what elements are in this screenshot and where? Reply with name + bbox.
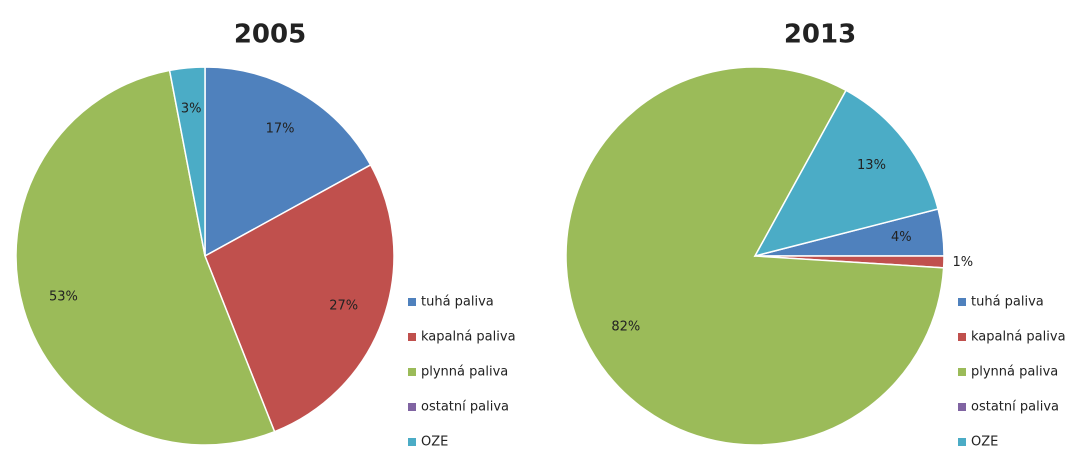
data-label: 4%	[891, 230, 912, 245]
legend-swatch	[408, 333, 416, 341]
legend-label: plynná paliva	[971, 365, 1058, 380]
legend-label: OZE	[421, 435, 448, 450]
legend-swatch	[958, 298, 966, 306]
legend-label: tuhá paliva	[971, 295, 1044, 310]
pie-slice	[753, 89, 939, 258]
legend-swatch	[958, 403, 966, 411]
legend-label: OZE	[971, 435, 998, 450]
legend-swatch	[958, 333, 966, 341]
data-label: 3%	[181, 102, 202, 117]
legend-swatch	[958, 368, 966, 376]
data-label: 82%	[611, 320, 640, 335]
legend-swatch	[408, 438, 416, 446]
legend-label: ostatní paliva	[971, 400, 1059, 415]
legend-label: kapalná paliva	[421, 330, 516, 345]
data-label: 13%	[857, 158, 886, 173]
data-label: 27%	[329, 298, 358, 313]
data-label: 17%	[266, 122, 295, 137]
pie-slice	[168, 66, 206, 257]
legend-label: tuhá paliva	[421, 295, 494, 310]
legend-label: kapalná paliva	[971, 330, 1066, 345]
legend-swatch	[408, 368, 416, 376]
data-label: 53%	[49, 290, 78, 305]
legend-label: plynná paliva	[421, 365, 508, 380]
legend-swatch	[408, 298, 416, 306]
chart-title: 2005	[234, 20, 306, 50]
legend-label: ostatní paliva	[421, 400, 509, 415]
chart-title: 2013	[784, 20, 856, 50]
pie-slice	[204, 163, 395, 433]
legend-swatch	[958, 438, 966, 446]
data-label: 1%	[952, 255, 973, 270]
pie-slice	[15, 69, 276, 446]
legend-swatch	[408, 403, 416, 411]
pie-slice	[204, 66, 372, 258]
